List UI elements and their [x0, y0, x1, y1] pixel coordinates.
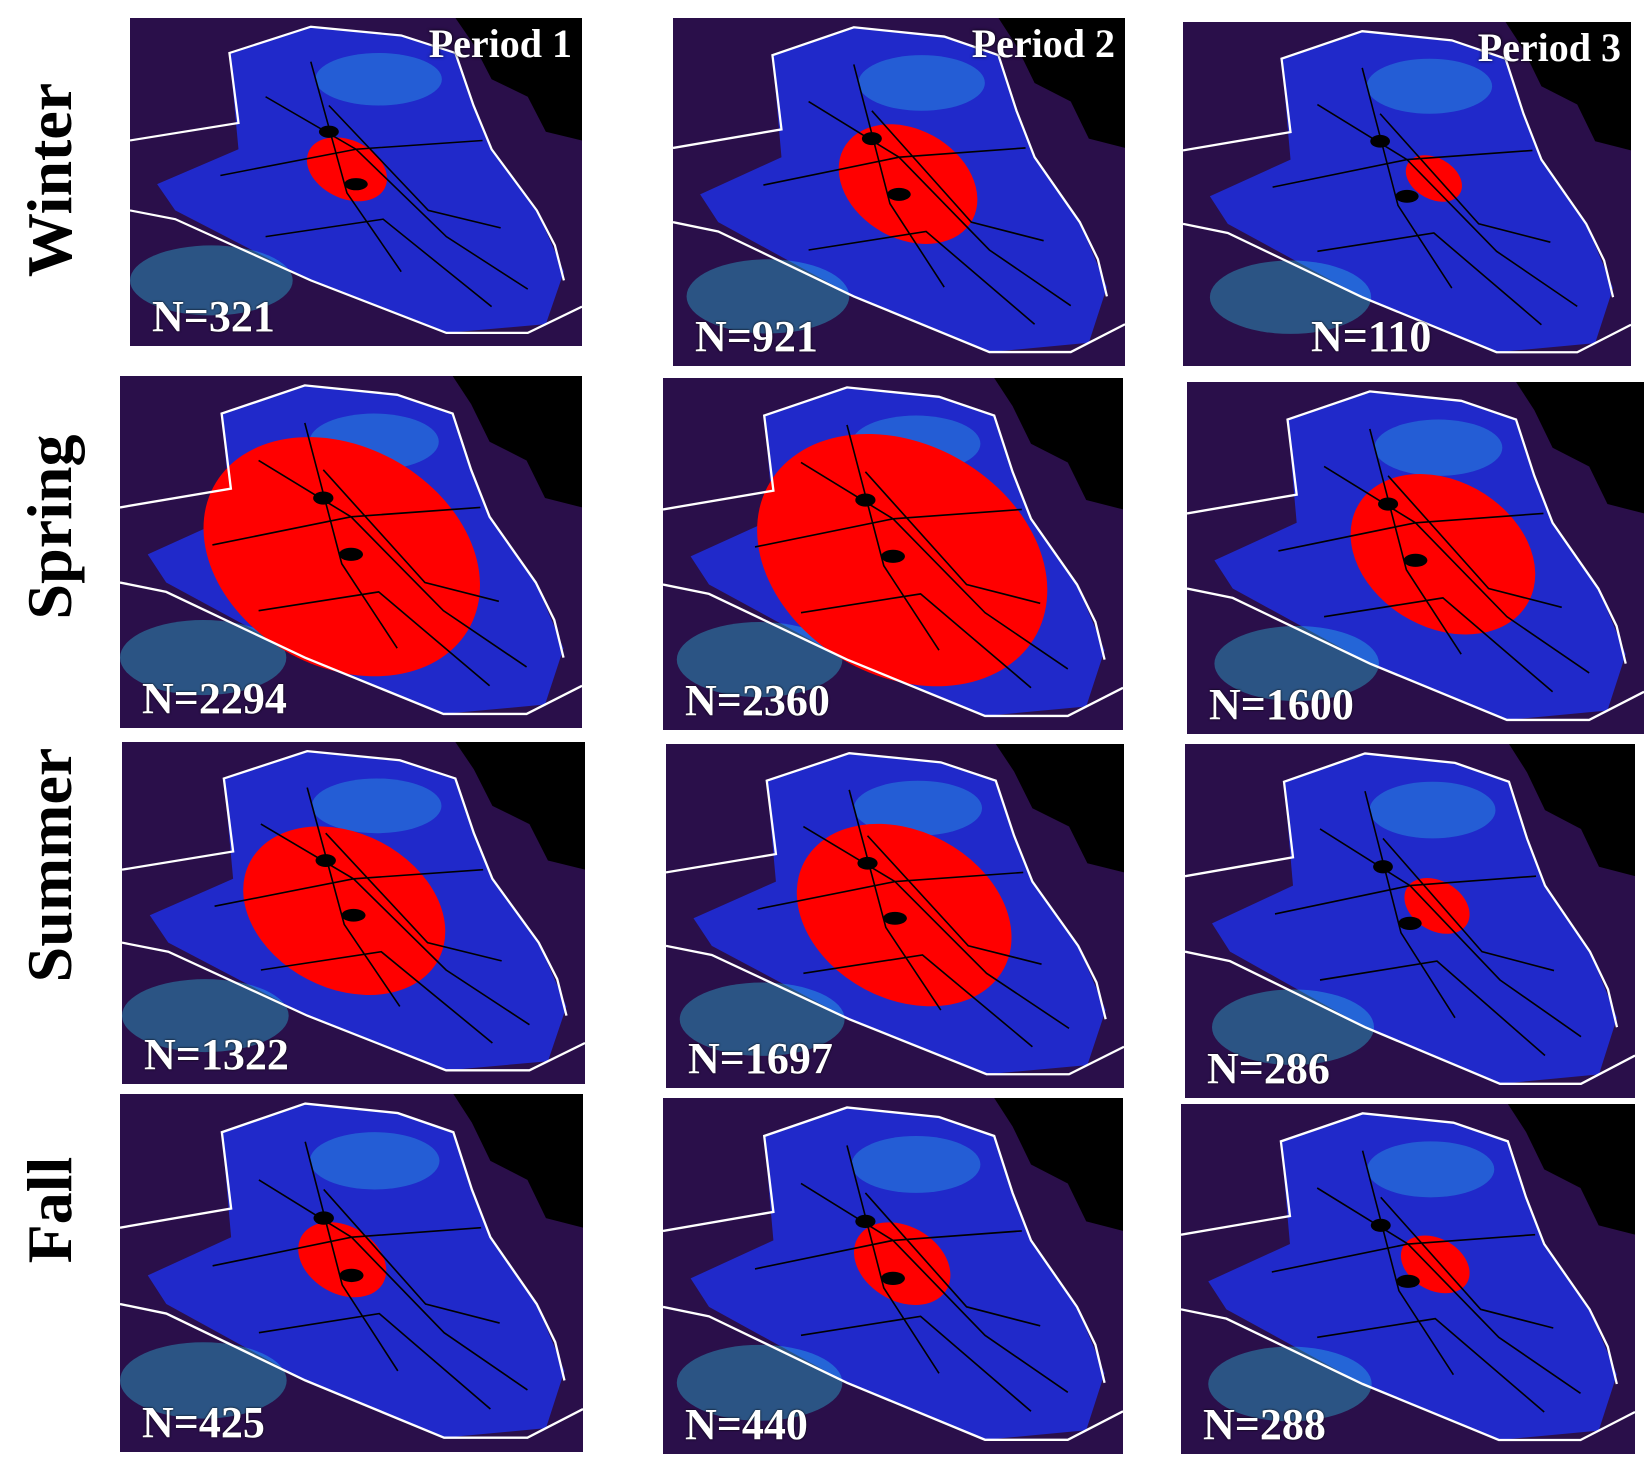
column-title-period-3: Period 3 [1477, 25, 1621, 70]
sample-count-label: N=321 [152, 292, 275, 341]
row-label-winter: Winter [14, 82, 85, 278]
map-image [120, 376, 582, 728]
map-panel-fall-period-2: N=440 [663, 1098, 1123, 1454]
map-panel-winter-period-3: N=110 Period 3 [1183, 22, 1631, 366]
sample-count-label: N=2360 [685, 676, 830, 725]
sample-count-label: N=1697 [688, 1034, 833, 1083]
column-title-period-2: Period 2 [971, 21, 1115, 66]
row-label-spring: Spring [14, 434, 85, 620]
map-panel-spring-period-2: N=2360 [663, 378, 1123, 730]
map-panel-summer-period-1: N=1322 [122, 742, 585, 1084]
map-image [130, 18, 582, 346]
map-image [1185, 744, 1635, 1098]
map-image [1181, 1104, 1635, 1454]
row-label-summer: Summer [14, 747, 85, 983]
map-panel-summer-period-2: N=1697 [666, 744, 1124, 1088]
map-panel-fall-period-1: N=425 [120, 1094, 583, 1452]
map-panel-spring-period-3: N=1600 [1187, 382, 1644, 734]
map-panel-fall-period-3: N=288 [1181, 1104, 1635, 1454]
map-panel-winter-period-2: N=921 Period 2 [673, 18, 1125, 366]
row-label-fall: Fall [14, 1156, 85, 1264]
map-panel-winter-period-1: N=321 Period 1 [130, 18, 582, 346]
sample-count-label: N=921 [695, 312, 818, 361]
sample-count-label: N=1322 [144, 1030, 289, 1079]
map-image [120, 1094, 583, 1452]
map-image [673, 18, 1125, 366]
sample-count-label: N=1600 [1209, 680, 1354, 729]
map-panel-spring-period-1: N=2294 [120, 376, 582, 728]
sample-count-label: N=440 [685, 1400, 808, 1449]
map-image [666, 744, 1124, 1088]
sample-count-label: N=288 [1203, 1400, 1326, 1449]
column-title-period-1: Period 1 [428, 21, 572, 66]
sample-count-label: N=110 [1311, 312, 1432, 361]
map-image [663, 378, 1123, 730]
sample-count-label: N=286 [1207, 1044, 1330, 1093]
map-image [1187, 382, 1644, 734]
map-image [122, 742, 585, 1084]
map-image [663, 1098, 1123, 1454]
sample-count-label: N=2294 [142, 674, 287, 723]
map-image [1183, 22, 1631, 366]
map-panel-summer-period-3: N=286 [1185, 744, 1635, 1098]
sample-count-label: N=425 [142, 1398, 265, 1447]
